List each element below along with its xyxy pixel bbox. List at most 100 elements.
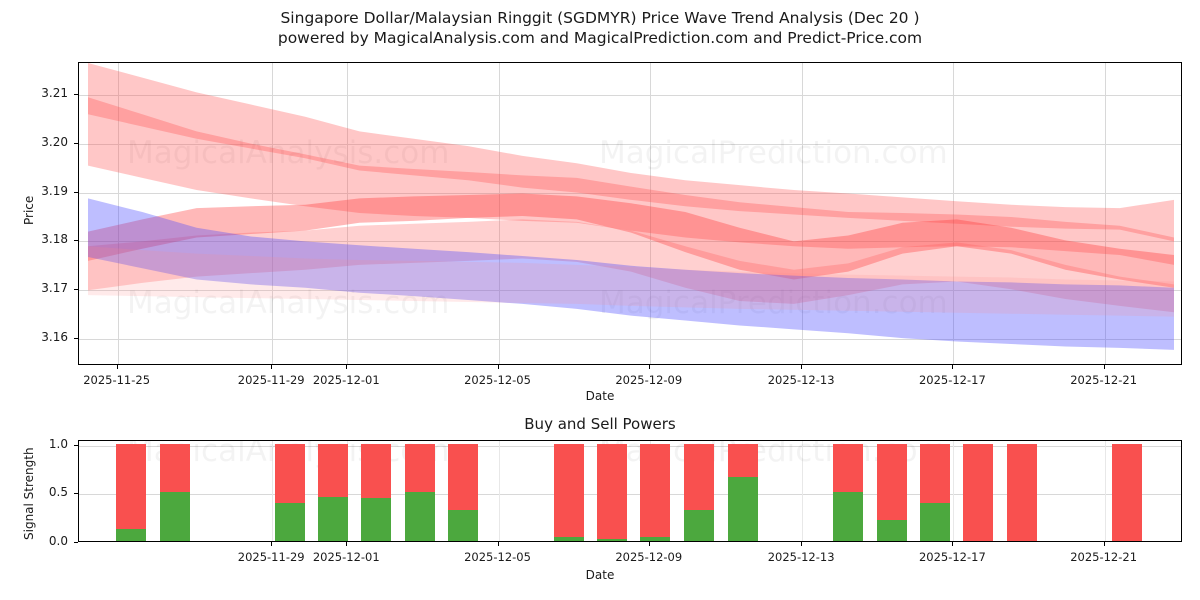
x-tick-label: 2025-12-01 (312, 550, 380, 564)
x-tick-mark (952, 365, 954, 369)
title-line-1: Singapore Dollar/Malaysian Ringgit (SGDM… (280, 9, 920, 27)
buy-power-segment (274, 503, 305, 541)
power-bar (833, 443, 864, 541)
x-tick-mark (1103, 365, 1105, 369)
x-tick-mark (271, 365, 273, 369)
power-bar (597, 443, 628, 541)
buy-power-segment (597, 539, 628, 541)
x-tick-mark (497, 542, 499, 546)
x-tick-label: 2025-11-29 (237, 550, 305, 564)
y-tick-mark (74, 240, 78, 242)
page-title: Singapore Dollar/Malaysian Ringgit (SGDM… (0, 8, 1200, 48)
gridline-vertical (802, 441, 804, 541)
x-tick-label: 2025-12-05 (464, 373, 531, 387)
gridline-vertical (953, 63, 955, 364)
x-tick-label: 2025-12-21 (1070, 550, 1138, 564)
buy-power-segment (554, 537, 585, 541)
gridline-vertical (272, 63, 274, 364)
y-tick-label: 3.20 (41, 134, 68, 149)
main-chart-x-axis-label: Date (585, 389, 615, 403)
y-tick-label: 3.19 (41, 183, 68, 198)
main-chart-y-axis-label: Price (22, 195, 36, 225)
x-tick-label: 2025-12-05 (464, 550, 531, 564)
power-bar (360, 443, 391, 541)
y-tick-mark (74, 542, 78, 543)
y-tick-mark (74, 93, 78, 95)
power-bar (448, 443, 479, 541)
gridline-horizontal (79, 94, 1181, 96)
y-tick-mark (74, 444, 78, 446)
price-band-blue-buy-band (88, 198, 1174, 350)
power-bar (876, 443, 907, 541)
power-bar (683, 443, 714, 541)
gridline-vertical (347, 63, 349, 364)
power-bar (274, 443, 305, 541)
buy-power-segment (919, 503, 950, 541)
power-bar (1112, 443, 1143, 541)
sell-power-segment (1006, 443, 1037, 541)
gridline-vertical (498, 441, 500, 541)
power-bar (1006, 443, 1037, 541)
x-tick-label: 2025-12-13 (767, 373, 835, 387)
x-tick-mark (271, 542, 273, 546)
x-tick-label: 2025-12-13 (767, 550, 835, 564)
power-bar (963, 443, 994, 541)
x-tick-mark (801, 542, 803, 546)
gridline-vertical (953, 441, 955, 541)
price-wave-bands (88, 63, 1174, 350)
sell-power-segment (919, 443, 950, 504)
buy-power-segment (317, 497, 348, 541)
x-tick-mark (346, 542, 348, 546)
sell-power-segment (274, 443, 305, 504)
buy-power-segment (833, 492, 864, 541)
sell-power-segment (160, 443, 191, 493)
power-chart-title: Buy and Sell Powers (524, 415, 676, 433)
sell-power-segment (876, 443, 907, 520)
x-tick-label: 2025-12-21 (1070, 373, 1138, 387)
x-tick-mark (346, 365, 348, 369)
price-band-mid-resistance-band (88, 97, 1174, 265)
sell-power-segment (448, 443, 479, 510)
power-chart-y-axis-label: Signal Strength (22, 447, 36, 540)
price-band-upper-resistance-band (88, 63, 1174, 242)
buy-sell-power-plot-area: MagicalAnalysis.comMagicalPrediction.com (78, 440, 1182, 542)
gridline-vertical (649, 63, 651, 364)
gridline-vertical (802, 63, 804, 364)
power-bar (554, 443, 585, 541)
gridline-horizontal (79, 241, 1181, 243)
gridline-vertical (1104, 63, 1106, 364)
x-tick-mark (801, 365, 803, 369)
x-tick-label: 2025-12-01 (312, 373, 380, 387)
buy-power-segment (116, 529, 147, 541)
y-tick-mark (74, 142, 78, 144)
buy-power-segment (360, 498, 391, 541)
sell-power-segment (683, 443, 714, 510)
gridline-horizontal (79, 290, 1181, 292)
sell-power-segment (597, 443, 628, 540)
x-tick-mark (1103, 542, 1105, 546)
power-chart-x-axis-label: Date (585, 568, 615, 582)
y-tick-label: 1.0 (48, 436, 68, 451)
x-tick-mark (497, 365, 499, 369)
x-tick-label: 2025-12-17 (918, 373, 986, 387)
gridline-vertical (272, 441, 274, 541)
sell-power-segment (554, 443, 585, 538)
sell-power-segment (963, 443, 994, 541)
x-tick-mark (648, 365, 650, 369)
x-tick-label: 2025-12-09 (615, 373, 683, 387)
power-bar (160, 443, 191, 541)
gridline-horizontal (79, 494, 1181, 496)
y-tick-mark (74, 191, 78, 193)
price-band-faint-pink-band (88, 246, 1174, 317)
buy-power-segment (448, 509, 479, 541)
power-bar (317, 443, 348, 541)
sell-power-segment (360, 443, 391, 499)
y-tick-label: 3.16 (41, 330, 68, 345)
sell-power-segment (404, 443, 435, 493)
x-tick-label: 2025-12-09 (615, 550, 683, 564)
sell-power-segment (1112, 443, 1143, 541)
x-tick-mark (952, 542, 954, 546)
y-tick-label: 3.18 (41, 232, 68, 247)
gridline-horizontal (79, 339, 1181, 341)
